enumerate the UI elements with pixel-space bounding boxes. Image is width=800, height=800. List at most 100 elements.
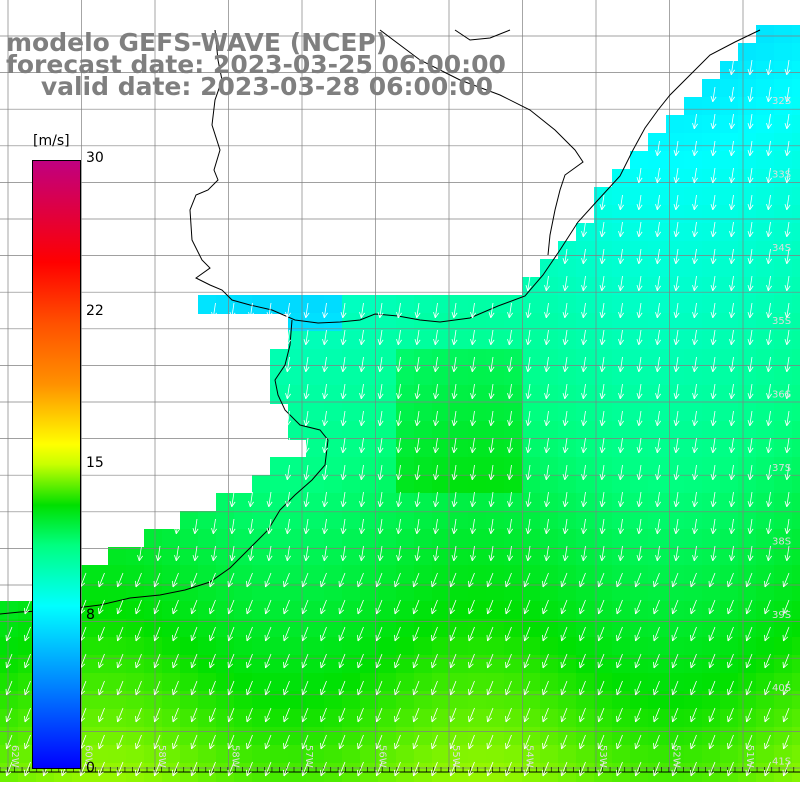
field-cell (396, 655, 415, 674)
wind-arrow (560, 707, 568, 723)
wind-arrow (784, 221, 791, 238)
wind-arrow (766, 383, 772, 400)
field-cell (702, 691, 721, 710)
field-cell (630, 421, 649, 440)
field-cell (108, 727, 127, 746)
field-cell (648, 385, 667, 404)
wind-arrow (544, 491, 550, 508)
field-cell (486, 565, 505, 584)
field-cell (612, 259, 631, 278)
field-cell (648, 493, 667, 512)
field-cell (702, 133, 721, 152)
wind-arrow (227, 761, 235, 777)
field-cell (774, 403, 793, 422)
field-cell (378, 637, 397, 656)
wind-arrow (616, 572, 623, 588)
wind-arrow (433, 329, 439, 346)
wind-arrow (692, 140, 698, 157)
field-cell (360, 511, 379, 530)
field-cell (342, 421, 361, 440)
latitude-label: 34S (772, 243, 791, 254)
field-cell (378, 691, 397, 710)
field-cell (792, 385, 800, 404)
field-cell (468, 349, 487, 368)
wind-arrow (486, 734, 494, 750)
field-cell (414, 421, 433, 440)
wind-arrow (505, 572, 512, 588)
wind-arrow (562, 302, 569, 319)
wind-arrow (766, 437, 772, 454)
field-cell (558, 529, 577, 548)
wind-arrow (340, 329, 347, 346)
field-cell (738, 241, 757, 260)
latitude-label: 32S (772, 96, 791, 107)
field-cell (378, 673, 397, 692)
field-cell (684, 547, 703, 566)
field-cell (414, 313, 433, 332)
field-cell (378, 367, 397, 386)
field-cell (684, 97, 703, 116)
wind-arrow (24, 707, 31, 723)
field-cell (396, 583, 415, 602)
wind-arrow (396, 329, 402, 346)
field-cell (324, 691, 343, 710)
wind-arrow (618, 248, 624, 265)
wind-arrow (5, 626, 13, 642)
field-cell (648, 133, 667, 152)
field-cell (756, 583, 775, 602)
field-cell (792, 493, 800, 512)
wind-arrow (542, 707, 549, 723)
wind-arrow (396, 356, 402, 373)
wind-arrow (227, 599, 235, 615)
wind-arrow (599, 356, 606, 373)
field-cell (270, 637, 289, 656)
wind-arrow (98, 734, 105, 750)
field-cell (522, 421, 541, 440)
wind-arrow (634, 572, 642, 588)
field-cell (738, 421, 757, 440)
field-cell (576, 655, 595, 674)
field-cell (378, 655, 397, 674)
field-cell (414, 295, 433, 314)
wind-arrow (431, 680, 438, 696)
field-cell (648, 745, 667, 764)
wind-arrow (5, 680, 13, 696)
wind-arrow (579, 653, 586, 669)
field-cell (324, 511, 343, 530)
wind-arrow (599, 302, 606, 319)
wind-arrow (673, 491, 680, 508)
field-cell (594, 439, 613, 458)
wind-arrow (338, 653, 346, 669)
wind-arrow (153, 572, 161, 588)
field-cell (378, 745, 397, 764)
field-cell (702, 151, 721, 170)
wind-arrow (616, 707, 623, 723)
wind-arrow (301, 653, 309, 669)
wind-arrow (5, 707, 13, 723)
field-cell (540, 655, 559, 674)
field-cell (720, 295, 739, 314)
wind-arrow (283, 599, 290, 615)
wind-arrow (412, 680, 420, 696)
wind-arrow (560, 572, 568, 588)
wind-arrow (597, 707, 605, 723)
wind-arrow (431, 572, 438, 588)
field-cell (306, 421, 325, 440)
field-cell (198, 619, 217, 638)
wind-arrow (486, 626, 494, 642)
field-cell (684, 277, 703, 296)
field-cell (792, 43, 800, 62)
field-cell (234, 583, 253, 602)
wind-arrow (784, 302, 791, 319)
field-cell (396, 637, 415, 656)
field-cell (720, 277, 739, 296)
wind-arrow (303, 329, 310, 346)
field-cell (144, 655, 163, 674)
field-cell (360, 601, 379, 620)
wind-arrow (192, 518, 199, 535)
field-cell (378, 313, 397, 332)
field-cell (648, 565, 667, 584)
field-cell (702, 79, 721, 98)
wind-arrow (375, 680, 383, 696)
field-cell (684, 637, 703, 656)
